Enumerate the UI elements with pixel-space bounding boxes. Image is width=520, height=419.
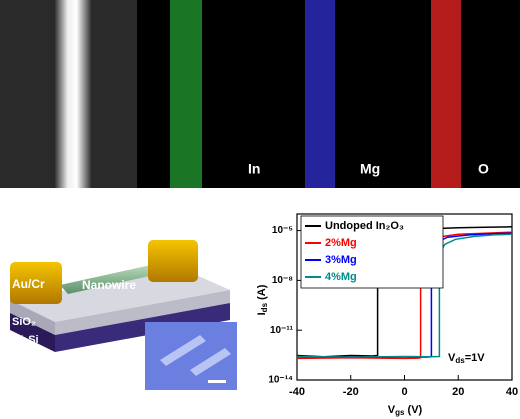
legend-label: 4%Mg <box>325 271 357 283</box>
inset-pad <box>160 335 206 366</box>
x-tick-label: -20 <box>343 386 359 398</box>
legend-label: 2%Mg <box>325 237 357 249</box>
y-tick-label: 10⁻⁸ <box>272 275 293 286</box>
x-label-unit: (V) <box>404 404 422 416</box>
oxide-top <box>10 270 230 322</box>
y-tick-label: 10⁻⁵ <box>272 225 293 236</box>
substrate-front <box>55 303 230 352</box>
oxide-front <box>55 290 230 335</box>
in-map <box>170 0 202 188</box>
map-label: O <box>478 161 489 177</box>
legend-label: Undoped In₂O₃ <box>325 220 404 232</box>
mg-map <box>305 0 335 188</box>
scale-bar <box>208 380 226 383</box>
annotation-main: V <box>448 352 456 364</box>
chart: Ids (A) Vgs (V) Vds=1V <box>256 213 513 417</box>
electrode <box>10 262 62 304</box>
x-tick-label: 40 <box>506 386 518 398</box>
nanowire <box>60 263 168 294</box>
map-label: Mg <box>360 161 380 177</box>
oxide-side <box>10 300 55 335</box>
y-tick-label: 10⁻¹⁴ <box>268 375 293 386</box>
sem-wire <box>55 0 91 188</box>
substrate-label: P⁺ Si <box>12 334 39 346</box>
annotation-sub: ds <box>455 356 465 365</box>
electrode <box>148 240 198 282</box>
y-axis-label: Ids (A) <box>256 284 269 315</box>
y-label-sub: ds <box>260 302 269 312</box>
electrode-label: Au/Cr <box>12 277 45 291</box>
x-tick-label: 20 <box>452 386 464 398</box>
y-label-unit: (A) <box>256 284 268 303</box>
annotation: Vds=1V <box>448 352 485 365</box>
oxide-label: SiO₂ <box>12 316 36 328</box>
x-axis-label: Vgs (V) <box>388 404 423 417</box>
inset-pad <box>190 348 231 376</box>
x-label-sub: gs <box>395 408 405 417</box>
o-map <box>431 0 461 188</box>
annotation-rest: =1V <box>465 352 486 364</box>
map-label: In <box>248 161 260 177</box>
x-tick-label: -40 <box>289 386 305 398</box>
x-tick-label: 0 <box>401 386 407 398</box>
legend-label: 3%Mg <box>325 254 357 266</box>
y-tick-label: 10⁻¹¹ <box>270 325 294 336</box>
y-label-main: I <box>256 312 268 315</box>
x-label-main: V <box>388 404 396 416</box>
substrate-side <box>10 313 55 352</box>
legend-box <box>300 215 444 289</box>
nanowire-label: Nanowire <box>82 278 136 292</box>
